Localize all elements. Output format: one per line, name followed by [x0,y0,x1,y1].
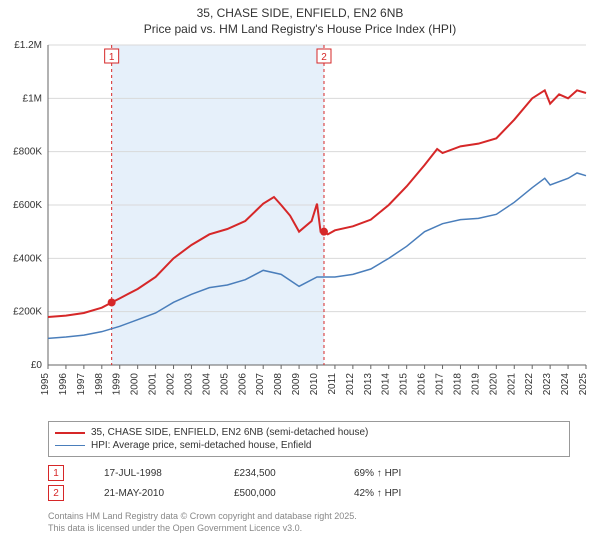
svg-text:2019: 2019 [470,373,481,396]
sale-row: 2 21-MAY-2010 £500,000 42% ↑ HPI [48,483,570,503]
legend-swatch [55,445,85,446]
svg-text:2016: 2016 [417,373,428,396]
svg-text:£1M: £1M [23,94,42,105]
svg-text:2015: 2015 [399,373,410,396]
svg-text:2008: 2008 [273,373,284,396]
chart-title: 35, CHASE SIDE, ENFIELD, EN2 6NB Price p… [0,0,600,37]
legend-label: HPI: Average price, semi-detached house,… [91,440,312,451]
title-line2: Price paid vs. HM Land Registry's House … [0,22,600,38]
svg-text:2011: 2011 [327,373,338,395]
svg-text:2012: 2012 [345,373,356,396]
svg-text:2004: 2004 [201,373,212,396]
legend-swatch [55,432,85,434]
svg-text:2025: 2025 [578,373,589,396]
sale-marker-icon: 2 [48,485,64,501]
svg-text:1999: 1999 [112,373,123,396]
svg-text:£1.2M: £1.2M [14,40,42,51]
sale-row: 1 17-JUL-1998 £234,500 69% ↑ HPI [48,463,570,483]
svg-text:£400K: £400K [13,254,42,265]
svg-text:£600K: £600K [13,200,42,211]
svg-text:2000: 2000 [130,373,141,396]
svg-text:2006: 2006 [237,373,248,396]
svg-text:1: 1 [109,52,115,63]
title-line1: 35, CHASE SIDE, ENFIELD, EN2 6NB [0,6,600,22]
svg-text:2022: 2022 [524,373,535,396]
svg-text:£200K: £200K [13,307,42,318]
svg-text:1996: 1996 [58,373,69,396]
svg-text:2003: 2003 [183,373,194,396]
svg-text:1997: 1997 [76,373,87,396]
footer-line1: Contains HM Land Registry data © Crown c… [48,511,570,523]
sale-delta: 69% ↑ HPI [354,468,401,479]
footer-line2: This data is licensed under the Open Gov… [48,523,570,535]
svg-text:2009: 2009 [291,373,302,396]
legend: 35, CHASE SIDE, ENFIELD, EN2 6NB (semi-d… [48,421,570,457]
sale-marker-icon: 1 [48,465,64,481]
sale-price: £500,000 [234,488,314,499]
svg-text:2018: 2018 [452,373,463,396]
svg-text:2007: 2007 [255,373,266,396]
chart-area: £0 £200K £400K £600K £800K £1M £1.2M 1995 1996 19… [0,37,600,417]
line-chart: £0 £200K £400K £600K £800K £1M £1.2M 1995 1996 19… [0,37,600,417]
sale-price: £234,500 [234,468,314,479]
svg-text:2017: 2017 [435,373,446,396]
footer-attribution: Contains HM Land Registry data © Crown c… [48,511,570,534]
legend-item: 35, CHASE SIDE, ENFIELD, EN2 6NB (semi-d… [55,426,563,439]
legend-item: HPI: Average price, semi-detached house,… [55,439,563,452]
svg-text:2014: 2014 [381,373,392,396]
svg-text:1995: 1995 [40,373,51,396]
svg-text:2005: 2005 [219,373,230,396]
svg-text:£0: £0 [31,360,43,371]
svg-text:2013: 2013 [363,373,374,396]
svg-text:2021: 2021 [506,373,517,396]
svg-text:2024: 2024 [560,373,571,396]
svg-text:£800K: £800K [13,147,42,158]
legend-label: 35, CHASE SIDE, ENFIELD, EN2 6NB (semi-d… [91,427,368,438]
svg-text:2020: 2020 [488,373,499,396]
svg-text:1998: 1998 [94,373,105,396]
svg-text:2023: 2023 [542,373,553,396]
svg-text:2: 2 [321,52,327,63]
sale-delta: 42% ↑ HPI [354,488,401,499]
svg-text:2010: 2010 [309,373,320,396]
sale-date: 21-MAY-2010 [104,488,194,499]
svg-text:2001: 2001 [148,373,159,396]
svg-text:2002: 2002 [166,373,177,396]
sales-table: 1 17-JUL-1998 £234,500 69% ↑ HPI 2 21-MAY-201… [48,463,570,503]
sale-date: 17-JUL-1998 [104,468,194,479]
